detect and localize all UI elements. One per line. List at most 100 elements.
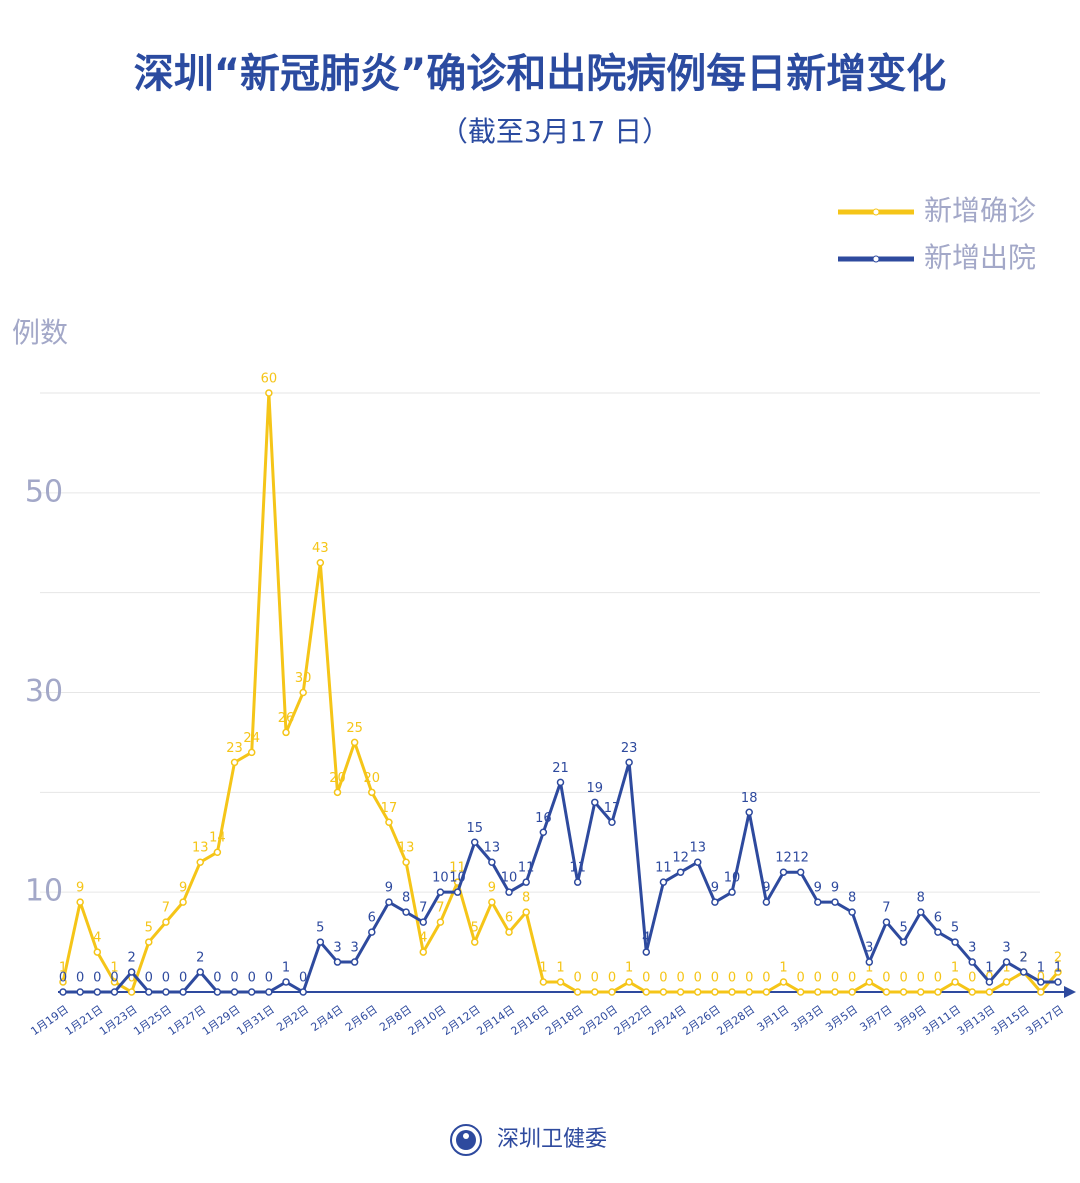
point [968, 958, 976, 966]
point [642, 948, 651, 956]
data-label: 0 [127, 971, 135, 986]
point [505, 928, 513, 936]
data-label: 0 [1037, 971, 1045, 986]
point [282, 728, 290, 737]
point [59, 978, 67, 986]
point [693, 988, 702, 996]
point [402, 908, 410, 916]
point [779, 868, 788, 876]
point [110, 988, 119, 996]
data-label: 10 [724, 871, 741, 886]
point [934, 988, 942, 996]
data-label: 11 [518, 861, 535, 876]
data-label: 30 [295, 671, 312, 686]
data-label: 1 [539, 961, 547, 976]
data-label: 1 [865, 961, 873, 976]
point [196, 858, 204, 866]
data-label: 2 [1054, 951, 1062, 966]
point [265, 988, 273, 996]
data-label: 1 [779, 961, 787, 976]
data-label: 11 [449, 861, 466, 876]
point [728, 988, 736, 996]
x-tick-label: 3月15日 [989, 1003, 1032, 1038]
data-label: 7 [436, 901, 444, 916]
point [436, 888, 445, 896]
data-label: 0 [934, 971, 942, 986]
x-tick-label: 3月1日 [755, 1003, 792, 1034]
point [196, 968, 204, 976]
data-label: 9 [831, 881, 839, 896]
point [230, 758, 239, 767]
point [659, 988, 668, 996]
data-label: 16 [535, 811, 552, 826]
data-label: 9 [76, 881, 84, 896]
x-tick-label: 1月31日 [234, 1003, 277, 1038]
data-label: 0 [145, 971, 153, 986]
data-label: 3 [865, 941, 873, 956]
point [385, 898, 393, 906]
point [350, 738, 359, 747]
point [539, 828, 548, 837]
point [796, 868, 805, 876]
data-label: 1 [951, 961, 959, 976]
point [659, 878, 668, 886]
x-tick-label: 3月13日 [955, 1003, 998, 1038]
point [333, 788, 342, 797]
footer: 深圳卫健委 [497, 1127, 607, 1152]
data-label: 8 [522, 891, 530, 906]
data-label: 3 [350, 941, 358, 956]
data-label: 0 [59, 971, 67, 986]
x-tick-label: 2月28日 [715, 1003, 758, 1038]
point [762, 898, 771, 906]
point [556, 778, 565, 787]
data-label: 5 [145, 921, 153, 936]
data-label: 10 [432, 871, 449, 886]
data-label: 0 [985, 971, 993, 986]
data-label: 0 [299, 971, 307, 986]
data-label: 24 [243, 731, 260, 746]
point [350, 958, 359, 966]
point [1002, 978, 1011, 986]
data-label: 10 [449, 871, 466, 886]
point [316, 938, 325, 946]
data-label: 0 [110, 971, 118, 986]
point [711, 988, 719, 996]
point [1019, 968, 1028, 976]
data-label: 7 [419, 901, 427, 916]
point [556, 978, 565, 986]
data-label: 0 [694, 971, 702, 986]
point [779, 978, 788, 986]
point [127, 968, 136, 976]
x-tick-label: 2月24日 [646, 1003, 689, 1038]
series: 1941057913142324602630432025201713471159… [59, 372, 1062, 996]
data-label: 9 [711, 881, 719, 896]
point [179, 988, 187, 996]
legend-label: 新增确诊 [924, 194, 1036, 227]
data-label: 0 [728, 971, 736, 986]
data-label: 0 [899, 971, 907, 986]
point [436, 918, 445, 926]
data-label: 5 [316, 921, 324, 936]
point [539, 978, 548, 986]
point [608, 818, 616, 827]
point [693, 858, 702, 866]
data-label: 12 [792, 851, 809, 866]
data-label: 21 [552, 761, 569, 776]
point [93, 948, 102, 956]
data-label: 13 [484, 841, 501, 856]
data-label: 0 [591, 971, 599, 986]
data-label: 0 [882, 971, 890, 986]
point [1037, 988, 1045, 996]
data-label: 0 [608, 971, 616, 986]
data-label: 60 [261, 372, 278, 387]
data-label: 11 [569, 861, 586, 876]
data-label: 1 [110, 961, 118, 976]
x-tick-label: 2月14日 [474, 1003, 517, 1038]
point [968, 988, 976, 996]
data-label: 20 [329, 771, 346, 786]
data-label: 1 [59, 961, 67, 976]
point [419, 948, 428, 956]
point [385, 818, 393, 827]
data-label: 19 [587, 781, 604, 796]
point [488, 898, 496, 906]
